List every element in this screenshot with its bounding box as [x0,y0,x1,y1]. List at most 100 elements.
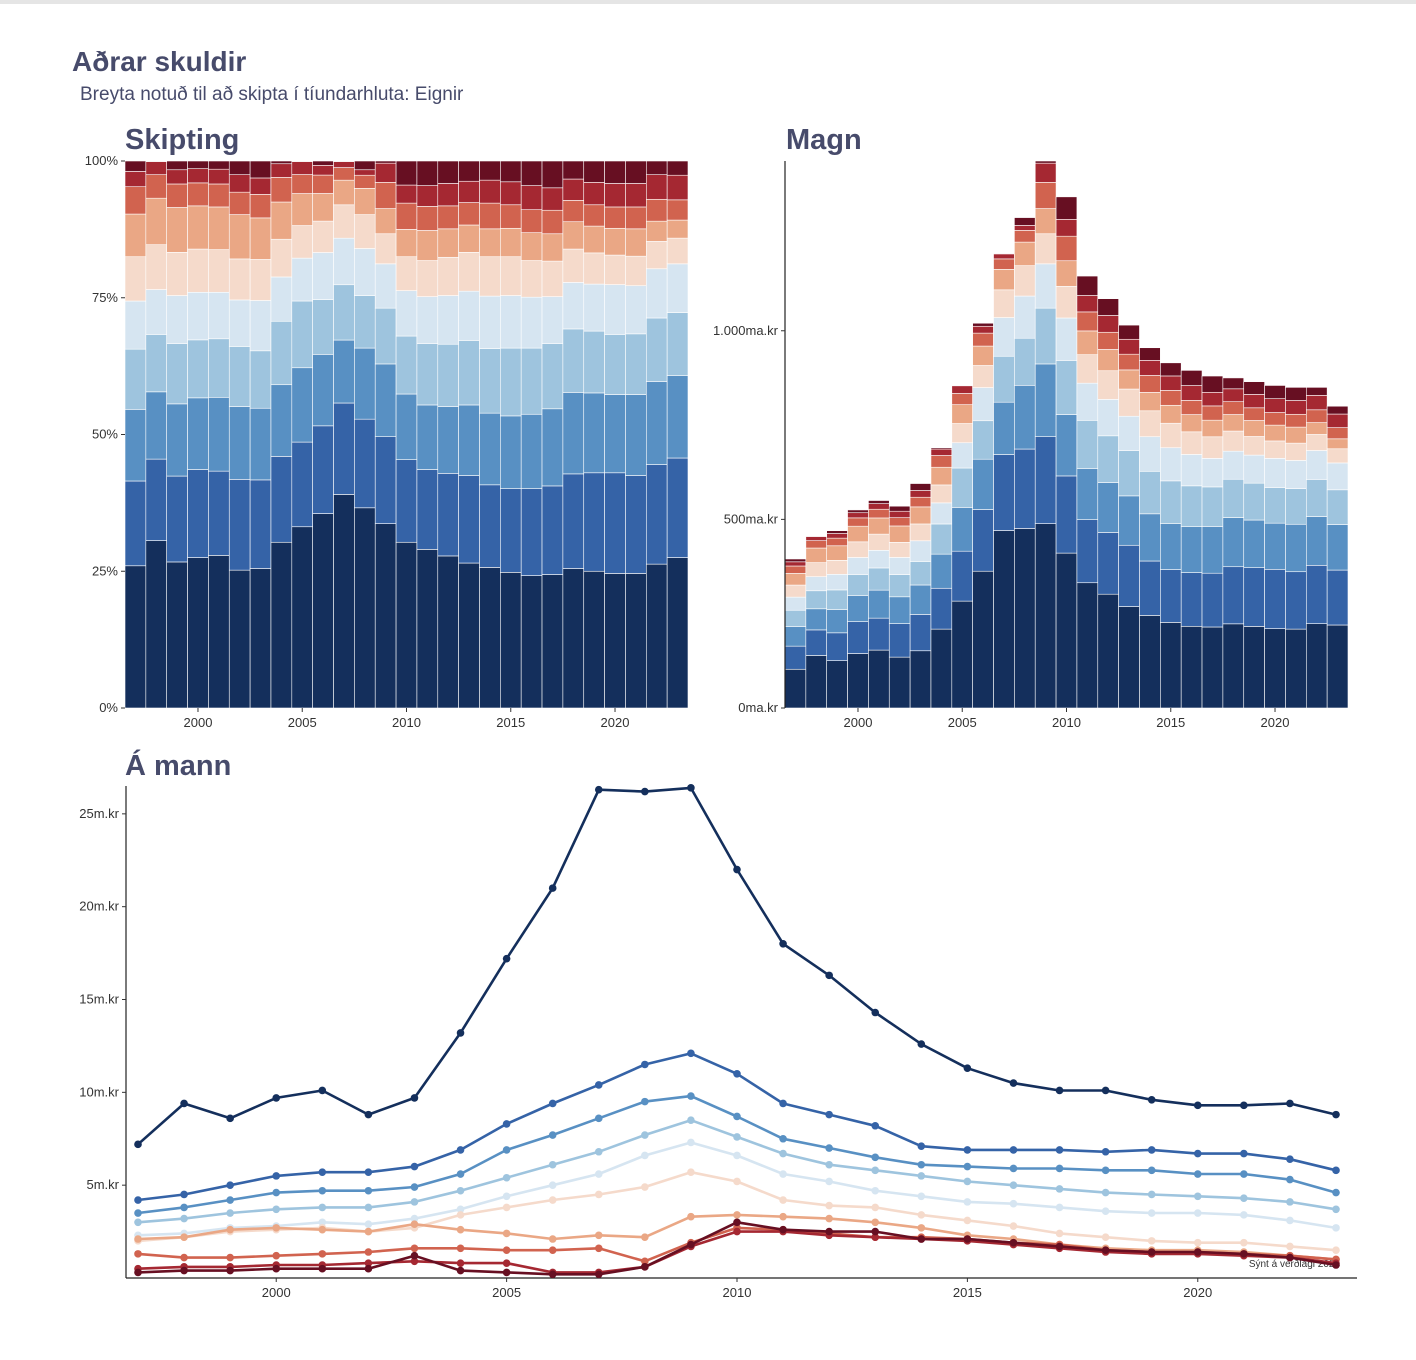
amount-bar-2021-d1 [1285,628,1307,709]
perperson-point-d10-2017 [1055,1242,1064,1251]
perperson-point-d8-2005 [502,1246,511,1254]
share-bar-1997-d10 [124,160,147,172]
perperson-point-d1-2007 [594,785,603,794]
perperson-point-d3-1999 [226,1196,234,1204]
amount-bar-2003-d3 [909,584,932,615]
amount-bar-2009-d6 [1034,233,1057,265]
amount-bar-2004-d6 [930,484,953,504]
amount-bar-2006-d5 [972,387,994,422]
share-bar-2015-d2 [500,488,522,573]
perperson-point-d4-2019 [1147,1190,1156,1199]
amount-bar-2014-d3 [1139,513,1161,562]
share-bar-2015-d7 [500,227,522,258]
perperson-point-d4-2008 [641,1131,649,1139]
amount-xtick-label: 2010 [1052,715,1081,730]
perperson-point-d2-1999 [226,1181,234,1189]
share-bar-2015-d1 [500,572,522,709]
amount-bar-2019-d10 [1243,381,1265,395]
share-bar-2019-d9 [583,182,605,206]
amount-bar-2018-d1 [1222,623,1245,709]
amount-bar-2017-d9 [1201,391,1224,407]
share-bar-2011-d9 [416,185,439,207]
perperson-ytick-label: 25m.kr [79,806,119,821]
amount-bar-1999-d4 [826,589,848,610]
page-title: Aðrar skuldir [72,46,247,77]
share-bar-2020-d2 [604,472,626,574]
amount-bar-2005-d1 [951,600,973,709]
amount-bar-2000-d8 [847,517,869,527]
share-bar-2016-d3 [520,413,543,489]
share-bar-2006-d8 [312,174,334,194]
perperson-point-d1-2023 [1332,1110,1340,1119]
perperson-point-d10-2014 [917,1235,926,1243]
share-bar-2012-d7 [437,228,459,258]
amount-bar-2015-d3 [1160,523,1182,570]
amount-bar-2011-d4 [1076,420,1099,470]
perperson-point-d3-2023 [1332,1188,1340,1197]
share-bar-1998-d10 [145,160,168,162]
perperson-point-d10-2019 [1147,1248,1156,1256]
amount-bar-2006-d7 [972,345,994,366]
perperson-point-d9-2010 [733,1227,741,1236]
perperson-point-d5-2006 [548,1181,557,1189]
amount-bar-1998-d7 [805,547,828,563]
perperson-point-d3-2022 [1286,1175,1294,1184]
share-bar-2006-d7 [312,193,334,222]
amount-bar-2022-d9 [1305,395,1328,411]
amount-bar-2021-d4 [1285,488,1307,525]
perperson-point-d1-2019 [1147,1095,1156,1104]
share-bar-2014-d3 [479,412,501,486]
share-bar-2009-d3 [374,363,397,437]
share-bar-1999-d10 [166,160,188,171]
amount-bar-2007-d1 [993,530,1015,709]
share-bar-2000-d7 [187,205,209,250]
amount-bar-1997-d4 [784,609,807,627]
perperson-point-d3-2004 [456,1170,465,1178]
share-bar-2019-d3 [583,392,605,474]
share-bar-2019-d6 [583,252,605,285]
perperson-point-d3-2008 [641,1097,649,1106]
share-bar-2016-d10 [520,160,543,186]
amount-bar-2014-d2 [1139,560,1161,616]
share-bar-2008-d10 [354,160,376,171]
amount-xtick-label: 2015 [1156,715,1185,730]
share-bar-2014-d10 [479,160,501,181]
amount-bar-2005-d3 [951,507,973,552]
amount-bar-2015-d8 [1160,390,1182,406]
perperson-point-d2-2015 [963,1146,972,1154]
share-bar-2013-d6 [458,252,480,292]
amount-bar-2020-d8 [1264,412,1286,426]
amount-bar-2007-d8 [993,258,1015,270]
amount-ytick-label: 500ma.kr [724,511,779,526]
perperson-point-d5-2015 [963,1198,972,1206]
share-bar-2011-d10 [416,160,439,186]
amount-bar-2008-d6 [1014,265,1036,297]
perperson-point-d8-1997 [134,1250,142,1258]
share-bar-2016-d6 [520,260,543,298]
share-bar-2022-d5 [645,268,668,319]
amount-bar-1999-d5 [826,574,848,591]
amount-bar-2004-d5 [930,502,953,525]
perperson-point-d5-2016 [1009,1199,1018,1208]
share-bar-2017-d10 [541,160,564,189]
perperson-point-d6-2023 [1332,1246,1340,1254]
perperson-point-d3-2000 [272,1188,281,1197]
amount-bar-2008-d9 [1014,225,1036,231]
share-bar-2012-d5 [437,295,459,345]
share-bar-2022-d2 [645,464,668,565]
share-bar-2015-d10 [500,160,522,183]
perperson-point-d5-2017 [1055,1203,1064,1212]
amount-bar-2012-d1 [1097,593,1119,709]
share-bar-2019-d2 [583,472,605,572]
perperson-point-d3-2005 [502,1146,511,1154]
perperson-point-d4-2011 [779,1149,787,1158]
share-bar-1998-d2 [145,458,168,541]
amount-bar-2010-d10 [1055,196,1078,220]
perperson-point-d7-2007 [594,1231,603,1240]
amount-bar-2012-d2 [1097,532,1119,595]
amount-bar-2013-d2 [1118,544,1140,607]
share-bar-2012-d10 [437,160,459,184]
amount-bar-1997-d10 [784,558,807,563]
share-bar-2017-d5 [541,296,564,344]
